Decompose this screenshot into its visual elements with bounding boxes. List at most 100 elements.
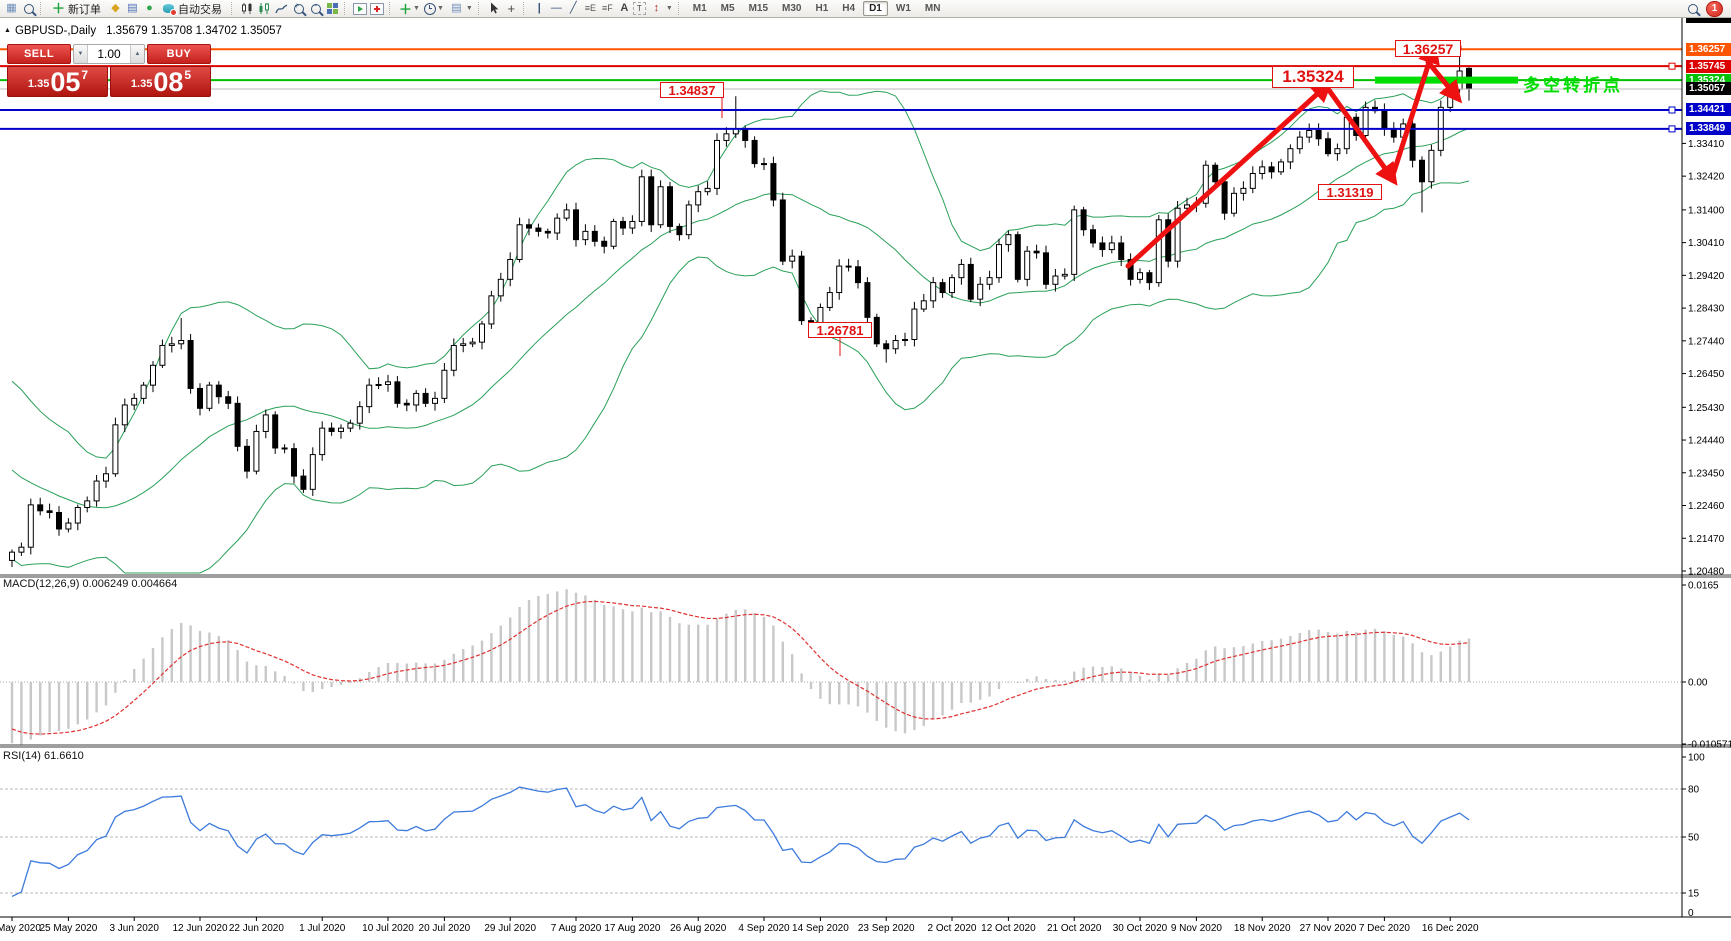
candle — [751, 139, 758, 165]
rsi-label: RSI(14) 61.6610 — [3, 750, 84, 762]
horizontal-line-icon[interactable]: — — [550, 2, 562, 14]
trend-arrow[interactable] — [1125, 79, 1334, 269]
period-select-button[interactable]: ▼ — [422, 1, 446, 16]
sell-price-box[interactable]: 1.35 05 7 — [7, 66, 108, 97]
shapes-button[interactable]: ↕ ▼ — [646, 1, 675, 16]
axis-tick-label: 1.31400 — [1688, 205, 1725, 216]
macd-histogram-bar — [772, 625, 775, 682]
autoscroll-icon[interactable] — [352, 1, 369, 16]
macd-histogram-bar — [292, 682, 296, 684]
timeframe-button-d1[interactable]: D1 — [863, 1, 888, 16]
volume-value[interactable]: 1.00 — [97, 47, 121, 61]
macd-histogram-bar — [1120, 668, 1123, 682]
macd-histogram-bar — [236, 649, 239, 682]
trendline-icon[interactable]: ╱ — [570, 2, 577, 14]
timeframe-button-m5[interactable]: M5 — [720, 3, 735, 14]
timeframe-button-m30[interactable]: M30 — [782, 3, 802, 14]
macd-histogram-bar — [932, 682, 935, 720]
search-icon[interactable] — [1684, 1, 1701, 16]
level-handle[interactable] — [1668, 125, 1676, 133]
new-order-button[interactable]: ＋ 新订单 — [48, 1, 107, 16]
vertical-line-icon[interactable]: | — [537, 2, 541, 14]
macd-histogram-bar — [180, 622, 183, 682]
candle — [84, 500, 91, 509]
candle — [356, 406, 363, 424]
timeframe-button-m1[interactable]: M1 — [692, 3, 707, 14]
buy-price-sup: 5 — [184, 68, 192, 82]
chart-window-icon[interactable]: ▦ — [6, 2, 17, 14]
sell-price-big: 05 — [50, 67, 81, 97]
macd-histogram-bar — [1467, 638, 1471, 682]
candle — [1099, 242, 1106, 251]
macd-histogram-bar — [1223, 648, 1226, 682]
buy-button[interactable]: BUY — [147, 44, 211, 64]
chart-shift-icon[interactable] — [369, 1, 386, 16]
candle — [206, 384, 213, 409]
timeframe-button-mn[interactable]: MN — [924, 3, 941, 14]
candle — [1184, 204, 1190, 209]
crosshair-icon[interactable]: + — [507, 1, 516, 16]
volume-spinner[interactable]: ▼ 1.00 ▲ — [73, 44, 145, 64]
tile-windows-icon[interactable] — [324, 1, 341, 16]
candles-green-icon[interactable] — [256, 1, 273, 16]
macd-histogram-bar — [151, 648, 155, 682]
notification-badge[interactable]: 1 — [1706, 0, 1723, 17]
candle — [1343, 116, 1350, 150]
channel-icon[interactable]: ≡F — [601, 3, 613, 13]
candle — [403, 402, 410, 406]
eraser-icon[interactable]: ◆ — [111, 2, 120, 14]
axis-tick-label: 1.25430 — [1688, 403, 1725, 414]
autotrade-button[interactable]: 自动交易 — [158, 1, 228, 16]
candle — [497, 278, 504, 297]
candle — [422, 392, 429, 404]
level-handle[interactable] — [1668, 106, 1676, 114]
trend-arrow[interactable] — [1323, 83, 1398, 186]
level-handle[interactable] — [1668, 62, 1676, 70]
candle — [1212, 164, 1219, 183]
timeframe-button-h4[interactable]: H4 — [842, 3, 856, 14]
curve-indicator-icon[interactable] — [273, 1, 290, 16]
volume-up-button[interactable]: ▲ — [130, 45, 144, 63]
label-tool-icon[interactable]: T — [632, 2, 646, 15]
depth-of-market-icon[interactable]: ▤ — [127, 2, 138, 14]
trend-arrow[interactable] — [1389, 40, 1440, 181]
candle — [535, 227, 542, 232]
macd-histogram-bar — [283, 675, 286, 682]
candle — [883, 343, 890, 350]
chart-search-icon[interactable] — [20, 1, 37, 16]
axis-tick-label: 17 Aug 2020 — [604, 923, 661, 934]
macd-histogram-bar — [274, 671, 277, 682]
macd-histogram-bar — [311, 682, 314, 693]
timeframe-button-m15[interactable]: M15 — [748, 3, 769, 14]
candle — [244, 445, 250, 472]
candle — [620, 220, 626, 229]
signals-icon[interactable]: ● — [146, 2, 153, 14]
candle — [93, 480, 100, 502]
buy-price-box[interactable]: 1.35 08 5 — [110, 66, 211, 97]
macd-histogram-bar — [828, 682, 831, 705]
zoom-out-icon[interactable] — [307, 1, 324, 16]
cursor-icon[interactable] — [486, 1, 503, 16]
timeframe-button-h1[interactable]: H1 — [815, 3, 829, 14]
axis-tick-label: 0 — [1688, 908, 1694, 919]
fibonacci-icon[interactable]: ≡E — [584, 3, 596, 13]
macd-histogram-bar — [1317, 629, 1320, 682]
trend-arrow[interactable] — [1425, 59, 1463, 104]
macd-histogram-bar — [584, 595, 587, 682]
zoom-in-icon[interactable] — [290, 1, 307, 16]
axis-tick-label: 21 Oct 2020 — [1047, 923, 1102, 934]
macd-histogram-bar — [1270, 640, 1273, 682]
template-button[interactable]: ▤ ▼ — [446, 1, 475, 16]
timeframe-button-w1[interactable]: W1 — [895, 3, 911, 14]
sell-button[interactable]: SELL — [7, 44, 71, 64]
volume-down-button[interactable]: ▼ — [74, 45, 88, 63]
add-indicator-button[interactable]: ＋ ▼ — [399, 2, 420, 17]
macd-histogram-bar — [847, 682, 850, 705]
candles-indicator-icon[interactable] — [239, 1, 256, 16]
axis-tick-label: 25 May 2020 — [39, 923, 97, 934]
macd-histogram-bar — [1148, 679, 1151, 682]
symbol-period: GBPUSD-,Daily — [14, 25, 97, 37]
text-tool-icon[interactable]: A — [620, 2, 629, 14]
